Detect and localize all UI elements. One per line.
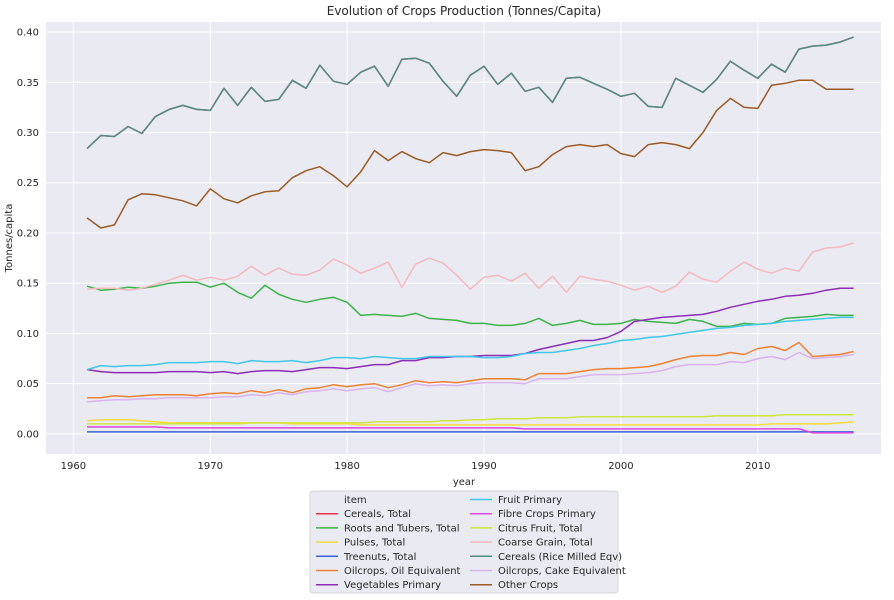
series-line-oilcrops-oil-equivalent	[87, 341, 854, 399]
x-tick-label: 1970	[198, 461, 223, 472]
series-line-oilcrops-cake-equivalent	[87, 351, 854, 403]
x-tick-label: 1980	[334, 461, 359, 472]
legend-label-coarse-grain-total: Coarse Grain, Total	[498, 538, 593, 549]
legend-label-citrus-fruit-total: Citrus Fruit, Total	[498, 523, 582, 534]
plot-area: 0.00 0.05 0.10 0.15 0.20 0.25 0.30 0.35 0.40 1960…	[17, 22, 881, 472]
y-tick-label: 0.25	[17, 178, 39, 189]
legend-label-other-crops: Other Crops	[498, 580, 558, 591]
legend-label-roots-and-tubers-total: Roots and Tubers, Total	[344, 523, 460, 534]
series-line-other-crops	[86, 79, 854, 229]
y-tick-label: 0.30	[17, 128, 39, 139]
series-line-fibre-crops-primary	[87, 426, 854, 434]
x-tick-label: 2010	[745, 461, 770, 472]
legend-title: item	[344, 495, 367, 506]
series-line-cereals-rice-milled-eqv	[86, 36, 854, 150]
legend-box	[309, 490, 619, 594]
y-tick-label: 0.20	[17, 228, 39, 239]
series-line-pulses-total	[87, 419, 854, 426]
y-tick-label: 0.15	[17, 279, 39, 290]
x-tick-label: 2000	[608, 461, 633, 472]
legend-label-treenuts-total: Treenuts, Total	[343, 552, 416, 563]
legend-label-oilcrops-oil-equivalent: Oilcrops, Oil Equivalent	[344, 566, 461, 577]
series-line-fruit-primary	[86, 316, 854, 371]
y-tick-label: 0.10	[17, 329, 39, 340]
series-line-citrus-fruit-total	[87, 414, 854, 425]
series-line-coarse-grain-total	[87, 242, 854, 294]
legend-label-vegetables-primary: Vegetables Primary	[344, 580, 441, 591]
legend-label-oilcrops-cake-equivalent: Oilcrops, Cake Equivalent	[498, 566, 626, 577]
legend-label-fruit-primary: Fruit Primary	[498, 495, 562, 506]
legend-label-pulses-total: Pulses, Total	[344, 538, 405, 549]
chart-title: Evolution of Crops Production (Tonnes/Ca…	[327, 4, 602, 18]
x-tick-label: 1960	[61, 461, 86, 472]
y-tick-label: 0.05	[17, 379, 39, 390]
legend-label-cereals-rice-milled-eqv: Cereals (Rice Milled Eqv)	[498, 552, 622, 563]
y-tick-label: 0.40	[17, 28, 39, 39]
series-line-roots-and-tubers-total	[86, 281, 854, 328]
legend-label-fibre-crops-primary: Fibre Crops Primary	[498, 509, 596, 520]
legend-label-cereals-total: Cereals, Total	[344, 509, 411, 520]
y-tick-label: 0.35	[17, 78, 39, 89]
x-tick-label: 1990	[471, 461, 496, 472]
y-axis-title: Tonnes/capita	[4, 204, 15, 274]
legend: item Cereals, Total Roots and Tubers, Tota…	[309, 490, 626, 594]
x-axis-title: year	[453, 477, 476, 488]
y-tick-label: 0.00	[17, 429, 39, 440]
